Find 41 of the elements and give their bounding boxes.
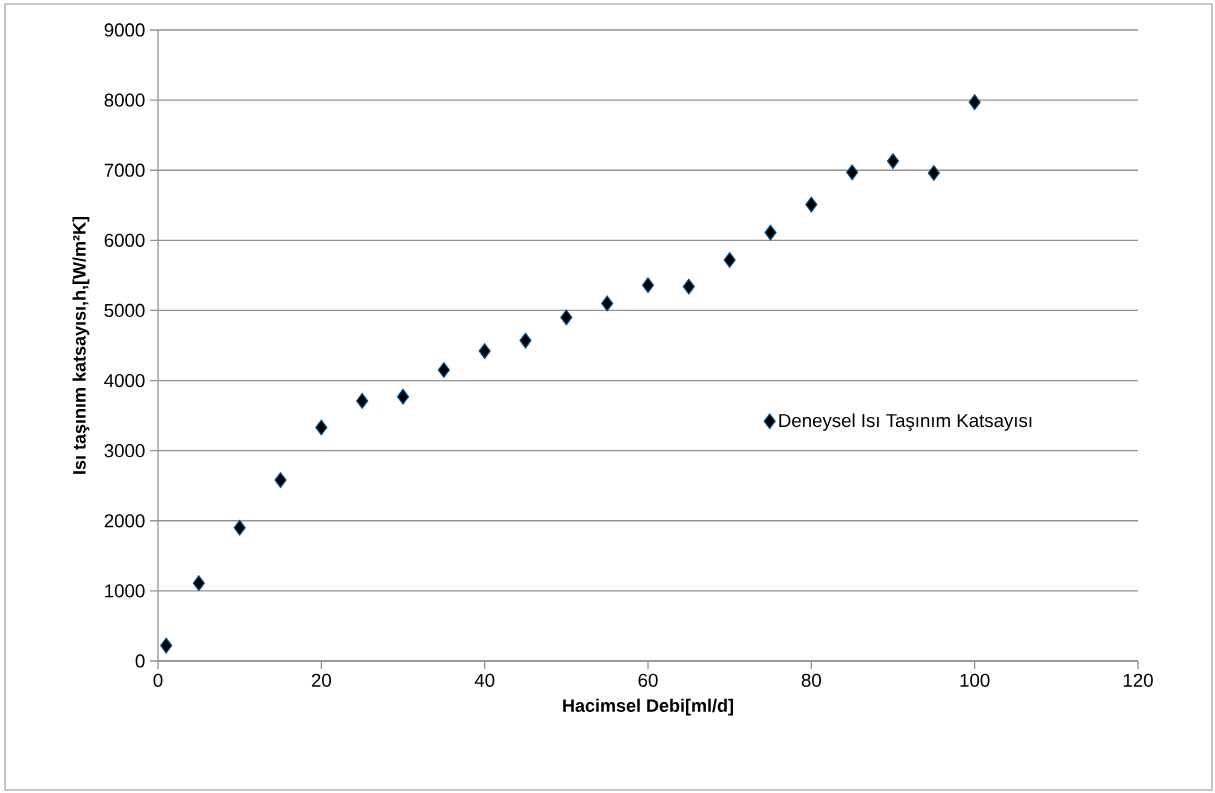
y-axis-title: Isı taşınım katsayısı,h,[W/m²K] [72,216,90,474]
point [805,196,818,213]
y-tick-label: 2000 [104,514,145,528]
point [356,392,369,409]
x-tick-label: 100 [960,673,990,687]
point [160,637,173,654]
point [601,295,614,312]
point [437,362,450,378]
y-tick-label: 1000 [105,584,145,598]
y-tick-label: 8000 [104,93,145,107]
point [641,277,655,294]
x-axis-title: Hacimsel Debi[ml/d] [563,698,733,716]
point [764,224,777,241]
point [682,278,695,295]
point [927,165,940,181]
x-tick-label: 40 [474,673,495,687]
point [315,419,328,436]
point [478,343,491,360]
y-tick-label: 4000 [104,373,145,388]
x-tick-label: 120 [1123,673,1153,687]
point [192,575,205,592]
y-tick-label: 7000 [104,163,145,177]
point [846,164,859,181]
point [233,519,246,536]
point [886,153,900,170]
y-tick-label: 9000 [104,23,145,37]
y-tick-label: 0 [135,654,145,668]
legend-label: Deneysel Isı Taşınım Katsayısı [779,413,1032,431]
point [396,388,410,405]
point [723,252,736,268]
y-tick-label: 5000 [104,303,145,318]
x-tick-label: 80 [801,673,821,687]
point [560,309,573,326]
x-tick-label: 60 [638,673,658,687]
point [968,94,981,111]
y-tick-label: 3000 [104,444,145,458]
x-tick-label: 0 [153,673,163,687]
point [519,332,532,349]
point [274,472,287,489]
y-tick-label: 6000 [104,233,145,247]
x-tick-label: 20 [311,673,331,687]
